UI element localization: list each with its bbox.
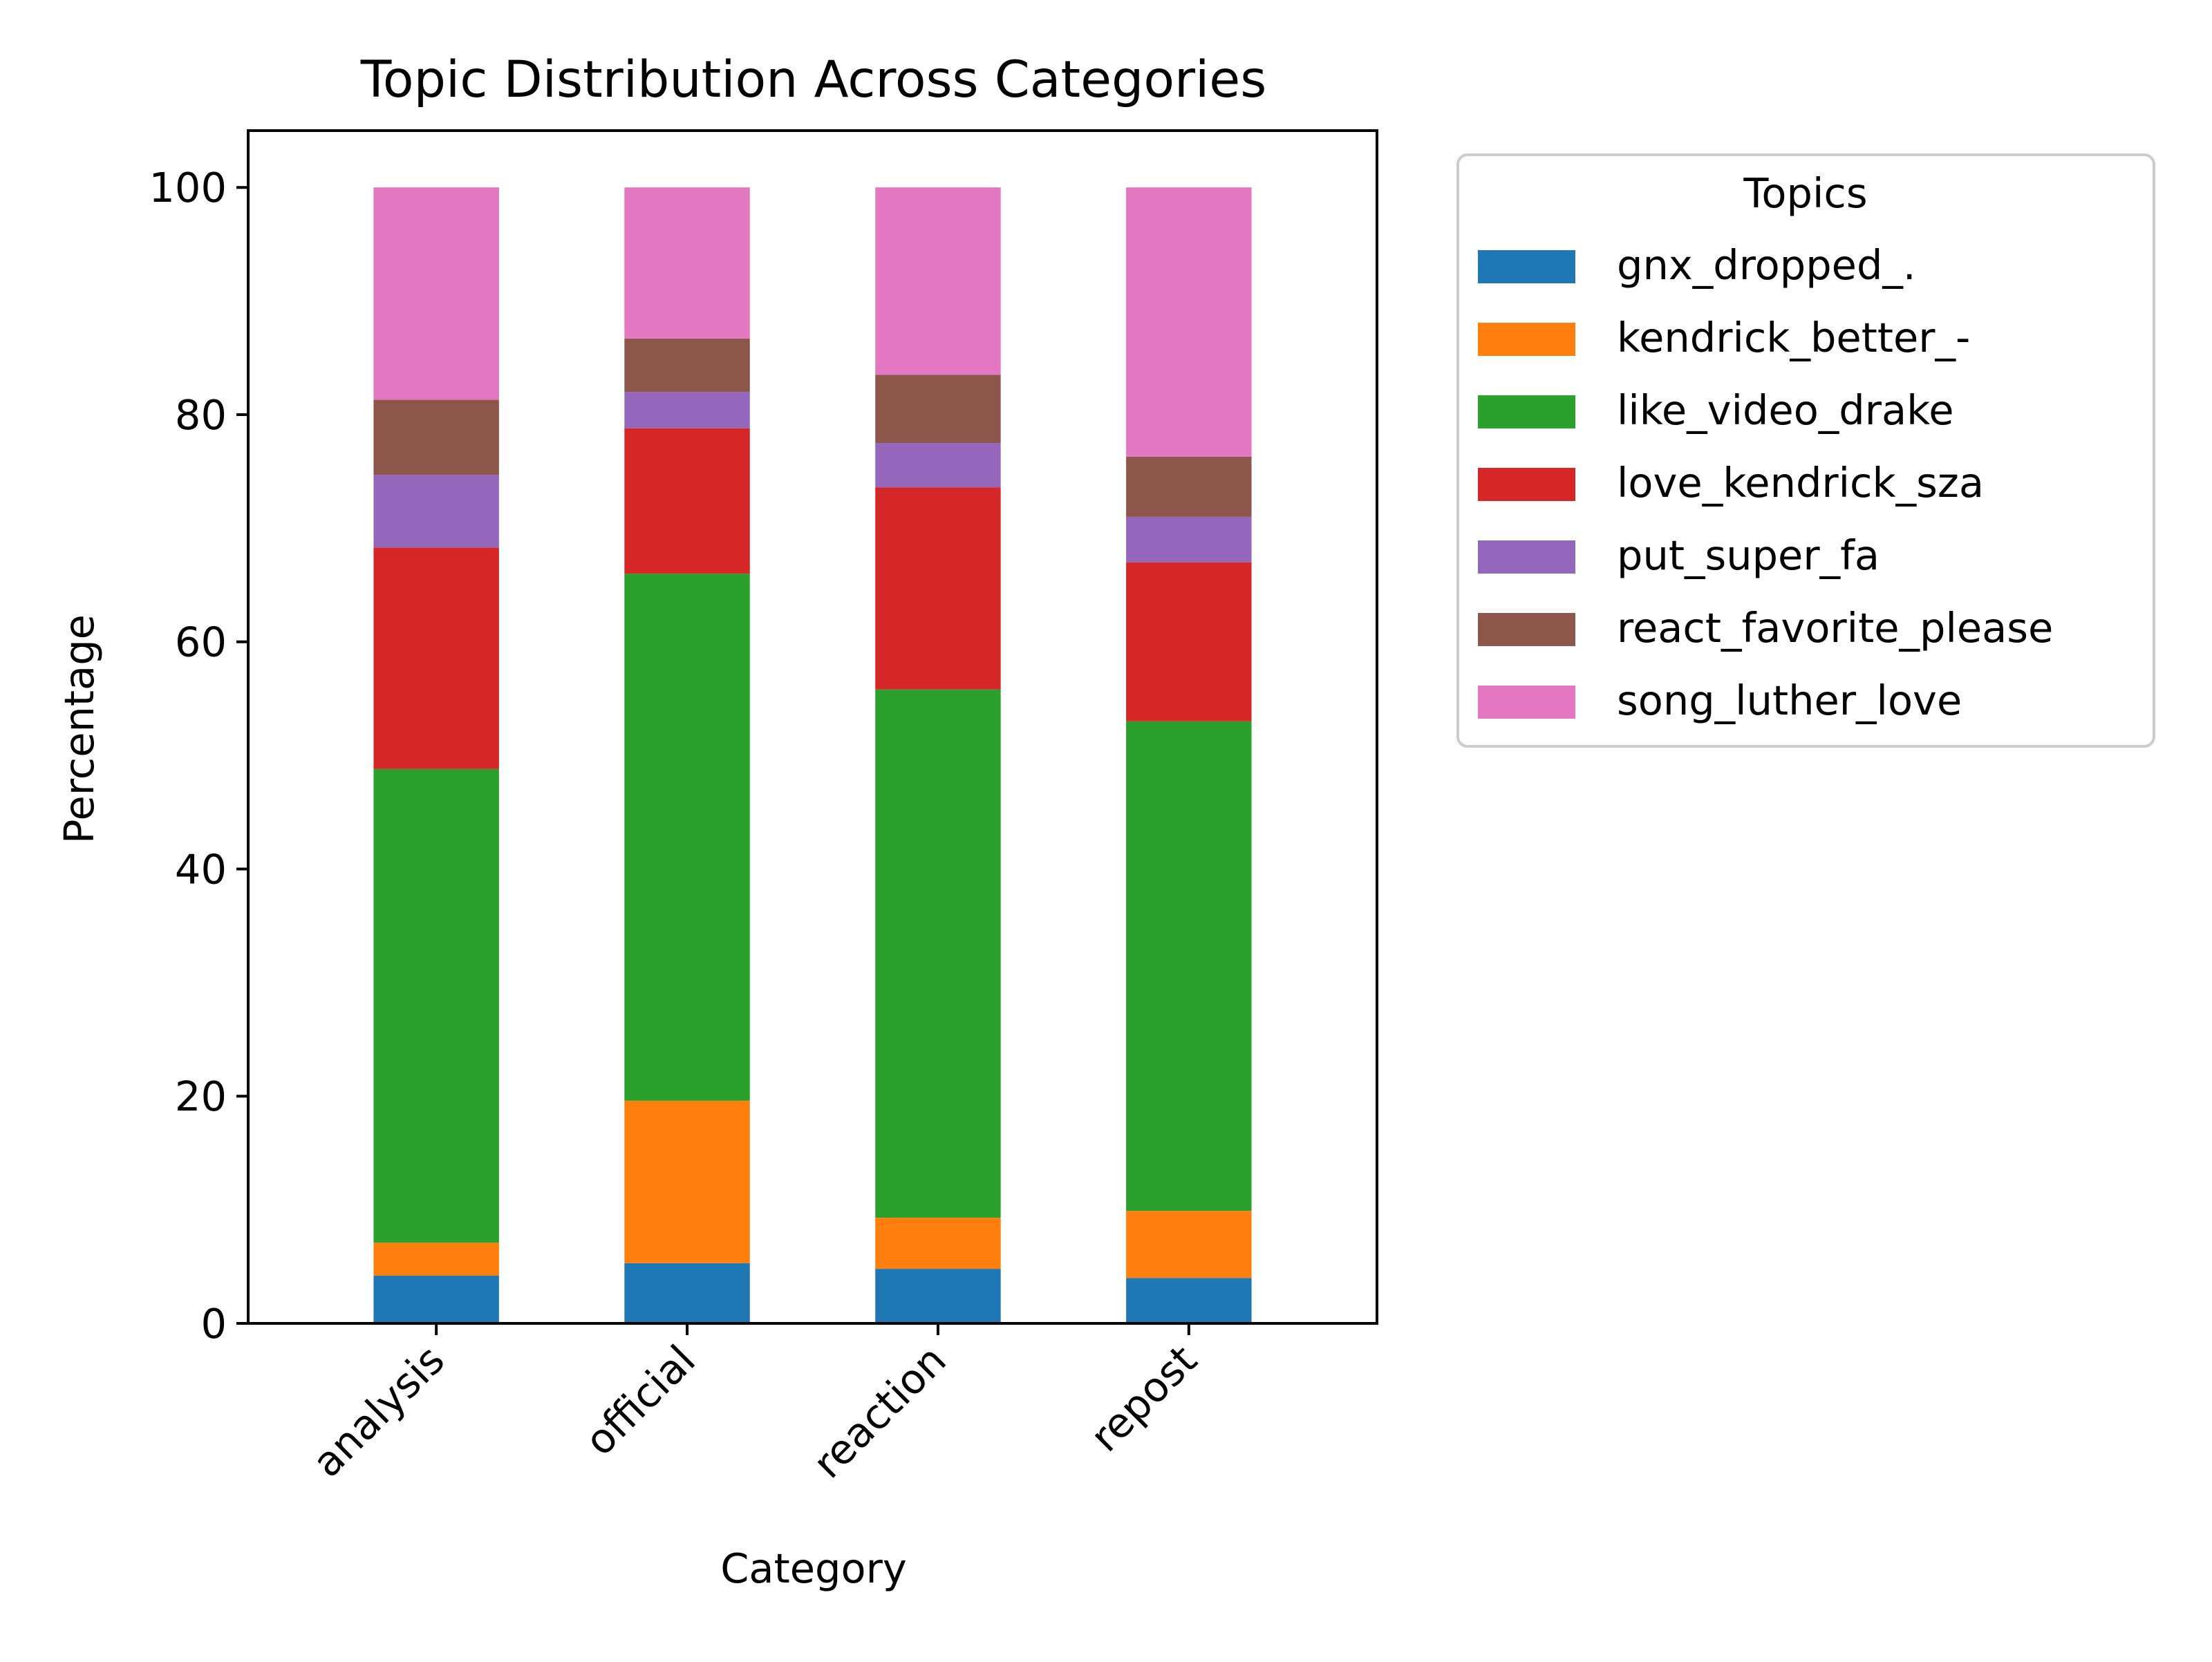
bar-segment-official-4 [624,392,750,428]
legend-label-1: kendrick_better_- [1617,314,1970,361]
bar-segment-reaction-1 [875,1218,1001,1269]
y-tick-label: 40 [175,845,227,893]
bar-segment-reaction-4 [875,443,1001,488]
legend-label-5: react_favorite_please [1617,604,2053,652]
y-axis-label: Percentage [55,614,103,844]
bar-segment-reaction-0 [875,1269,1001,1323]
y-tick-label: 0 [200,1300,227,1348]
y-tick-label: 20 [175,1073,227,1120]
bar-segment-repost-2 [1126,721,1252,1211]
bar-segment-repost-5 [1126,456,1252,517]
bar-segment-repost-6 [1126,187,1252,457]
bar-segment-reaction-5 [875,375,1001,444]
bar-segment-analysis-6 [373,187,499,400]
legend-title: Topics [1743,169,1867,217]
bar-segment-official-1 [624,1100,750,1263]
bar-segment-official-0 [624,1263,750,1323]
y-tick-label: 100 [149,164,227,211]
legend-swatch-4 [1478,540,1575,574]
legend-label-2: like_video_drake [1617,386,1954,434]
bar-segment-analysis-4 [373,475,499,548]
bar-segment-repost-0 [1126,1278,1252,1323]
legend-label-4: put_super_fa [1617,531,1880,579]
bar-segment-official-3 [624,428,750,574]
bar-segment-repost-1 [1126,1211,1252,1278]
legend-swatch-2 [1478,395,1575,428]
plot-frame [247,129,1378,1325]
bar-segment-reaction-2 [875,689,1001,1218]
bar-segment-analysis-0 [373,1275,499,1323]
x-axis-label: Category [720,1545,907,1592]
legend-swatch-0 [1478,250,1575,283]
legend-swatch-3 [1478,468,1575,501]
bar-segment-analysis-2 [373,768,499,1243]
bar-segment-official-6 [624,187,750,339]
legend-label-0: gnx_dropped_. [1617,241,1916,289]
y-tick-label: 80 [175,391,227,439]
bar-segment-repost-3 [1126,562,1252,721]
legend: Topics gnx_dropped_. kendrick_better_-lik… [1456,153,2155,748]
bar-segment-analysis-5 [373,399,499,475]
bar-segment-official-2 [624,574,750,1101]
bar-segment-repost-4 [1126,516,1252,563]
legend-swatch-5 [1478,613,1575,646]
bar-segment-official-5 [624,338,750,393]
legend-swatch-6 [1478,686,1575,719]
legend-box [1456,153,2155,748]
legend-swatch-1 [1478,323,1575,356]
y-tick-label: 60 [175,618,227,666]
bar-segment-analysis-3 [373,547,499,769]
bar-segment-reaction-3 [875,487,1001,690]
legend-items: gnx_dropped_. kendrick_better_- like_video… [1478,241,2053,724]
legend-label-6: song_luther_love [1617,677,1962,724]
bar-segment-analysis-1 [373,1243,499,1276]
bars-layer [373,187,1252,1323]
legend-label-3: love_kendrick_sza [1617,459,1984,507]
y-axis: 0 20 40 60 80 100 [149,164,248,1348]
chart-title: Topic Distribution Across Categories [360,50,1267,109]
bar-segment-reaction-6 [875,187,1001,375]
